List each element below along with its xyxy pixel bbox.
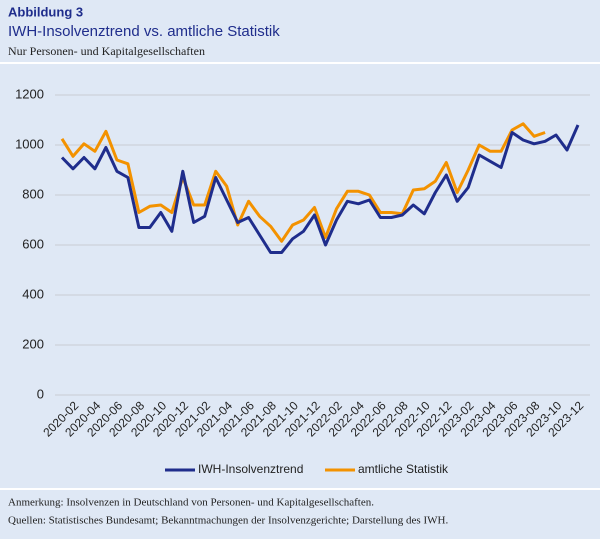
- y-tick-label: 1200: [15, 86, 44, 101]
- chart-subtitle: Nur Personen- und Kapitalgesellschaften: [8, 44, 205, 58]
- line-series: [60, 122, 546, 243]
- chart-title: IWH-Insolvenztrend vs. amtliche Statisti…: [8, 23, 280, 40]
- y-tick-label: 0: [37, 386, 44, 401]
- y-tick-label: 600: [22, 236, 44, 251]
- legend-label: IWH-Insolvenztrend: [198, 462, 303, 476]
- note: Anmerkung: Insolvenzen in Deutschland vo…: [8, 497, 374, 509]
- y-tick-label: 800: [22, 186, 44, 201]
- y-tick-label: 200: [22, 336, 44, 351]
- y-tick-label: 1000: [15, 136, 44, 151]
- figure-label: Abbildung 3: [8, 4, 83, 19]
- y-tick-label: 400: [22, 286, 44, 301]
- legend-label: amtliche Statistik: [358, 462, 449, 476]
- line-series: [60, 124, 580, 254]
- note: Quellen: Statistisches Bundesamt; Bekann…: [8, 515, 448, 527]
